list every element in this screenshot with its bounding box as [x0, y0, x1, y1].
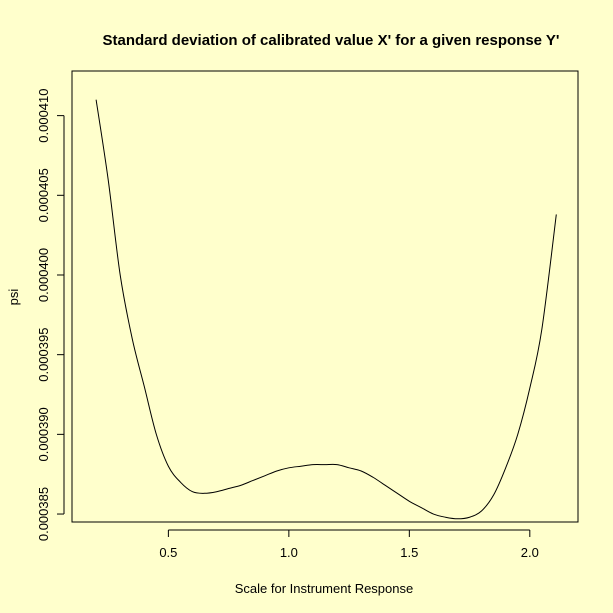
y-tick-label: 0.000390 [36, 407, 51, 461]
x-tick-label: 1.0 [280, 545, 298, 560]
y-tick-label: 0.000400 [36, 248, 51, 302]
series-line [95, 99, 557, 520]
plot-frame [71, 70, 579, 523]
x-tick-label: 1.5 [400, 545, 418, 560]
y-tick-label: 0.000410 [36, 89, 51, 143]
chart-title: Standard deviation of calibrated value X… [103, 32, 560, 49]
x-axis-label: Scale for Instrument Response [235, 581, 413, 596]
x-tick-label: 0.5 [159, 545, 177, 560]
y-tick-label: 0.000395 [36, 328, 51, 382]
y-tick-label: 0.000405 [36, 168, 51, 222]
y-axis-label: psi [6, 289, 21, 306]
x-tick-label: 2.0 [521, 545, 539, 560]
y-axis: 0.000385 0.000390 0.000395 0.000400 0.000405… [36, 89, 65, 541]
x-axis: 0.5 1.0 1.5 2.0 [159, 529, 539, 560]
y-tick-label: 0.000385 [36, 487, 51, 541]
